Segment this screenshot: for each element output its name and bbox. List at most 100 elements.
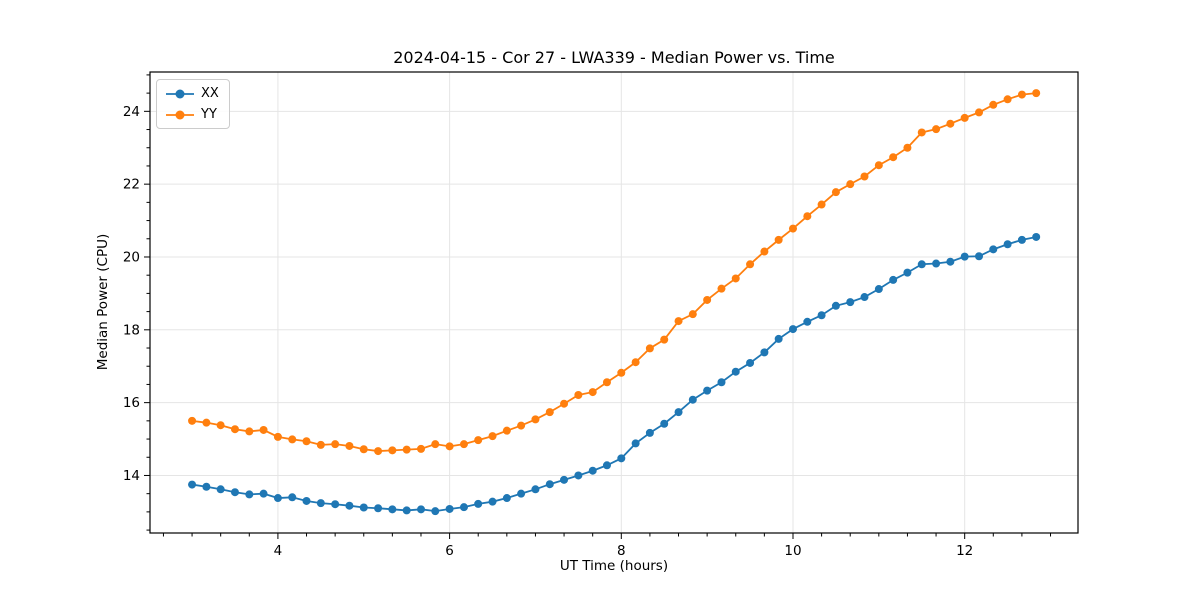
data-point-yy — [417, 444, 426, 453]
legend-sample-marker — [175, 89, 185, 98]
data-point-yy — [374, 447, 383, 456]
data-point-xx — [259, 489, 268, 498]
data-point-yy — [731, 274, 740, 283]
data-point-yy — [288, 435, 297, 444]
data-point-xx — [517, 489, 526, 498]
data-point-xx — [245, 490, 254, 499]
data-point-yy — [245, 427, 254, 436]
data-point-yy — [788, 224, 797, 233]
y-tick-label: 16 — [123, 395, 140, 411]
data-point-xx — [488, 497, 497, 506]
data-point-yy — [345, 441, 354, 450]
data-point-xx — [1032, 232, 1041, 241]
grid-lines — [150, 72, 1078, 533]
x-tick-label: 12 — [956, 543, 973, 559]
data-point-xx — [574, 471, 583, 480]
data-point-yy — [1003, 95, 1012, 104]
data-point-yy — [1017, 90, 1026, 99]
data-point-yy — [302, 437, 311, 446]
y-tick-label: 24 — [123, 104, 140, 120]
data-point-yy — [602, 378, 611, 387]
data-point-xx — [474, 499, 483, 508]
data-point-yy — [531, 415, 540, 424]
data-point-xx — [230, 488, 239, 497]
x-tick-label: 8 — [617, 543, 626, 559]
data-point-xx — [803, 317, 812, 326]
legend-label-xx: XX — [201, 86, 219, 101]
data-point-yy — [975, 108, 984, 117]
data-point-yy — [202, 418, 211, 427]
data-point-xx — [431, 507, 440, 516]
data-point-xx — [331, 500, 340, 509]
data-point-yy — [932, 125, 941, 134]
data-point-xx — [288, 493, 297, 502]
data-point-xx — [602, 461, 611, 470]
data-point-yy — [946, 119, 955, 128]
data-point-xx — [874, 285, 883, 294]
data-point-xx — [932, 259, 941, 268]
data-point-xx — [645, 428, 654, 437]
x-tick-label: 10 — [784, 543, 801, 559]
legend-sample-marker — [175, 110, 185, 119]
legend-entry-xx: XX — [165, 84, 219, 103]
data-point-xx — [216, 485, 225, 494]
data-point-yy — [989, 100, 998, 109]
data-point-yy — [188, 416, 197, 425]
data-point-xx — [703, 386, 712, 395]
data-point-yy — [574, 390, 583, 399]
data-point-xx — [345, 501, 354, 510]
y-tick-label: 22 — [123, 177, 140, 193]
y-tick-label: 14 — [123, 468, 140, 484]
data-point-xx — [545, 480, 554, 489]
legend: XX YY — [156, 79, 230, 129]
data-point-yy — [960, 113, 969, 122]
series-line-xx — [191, 236, 1037, 513]
y-tick-label: 20 — [123, 249, 140, 265]
data-point-xx — [588, 466, 597, 475]
data-point-yy — [746, 260, 755, 269]
data-point-xx — [316, 499, 325, 508]
data-point-yy — [316, 440, 325, 449]
data-point-yy — [474, 436, 483, 445]
data-point-yy — [273, 432, 282, 441]
data-point-yy — [846, 180, 855, 189]
y-tick-label: 18 — [123, 322, 140, 338]
data-point-xx — [889, 275, 898, 284]
data-point-xx — [459, 503, 468, 512]
data-point-yy — [331, 440, 340, 449]
data-point-xx — [631, 439, 640, 448]
data-point-xx — [1003, 240, 1012, 249]
data-point-xx — [975, 252, 984, 261]
data-point-xx — [917, 260, 926, 269]
series-markers-yy — [188, 89, 1041, 456]
data-point-yy — [560, 399, 569, 408]
data-point-yy — [588, 388, 597, 397]
data-point-xx — [417, 505, 426, 514]
axis-ticks — [144, 74, 1052, 539]
data-point-yy — [545, 408, 554, 417]
data-point-xx — [846, 298, 855, 307]
data-point-xx — [831, 301, 840, 310]
x-axis-label: UT Time (hours) — [559, 558, 669, 574]
data-point-xx — [402, 506, 411, 515]
data-point-xx — [760, 348, 769, 357]
data-point-yy — [660, 335, 669, 344]
legend-line-marker-icon — [166, 110, 194, 119]
data-point-yy — [388, 446, 397, 455]
data-point-yy — [431, 440, 440, 449]
data-point-xx — [660, 419, 669, 428]
data-point-yy — [703, 295, 712, 304]
data-point-xx — [774, 334, 783, 343]
data-point-xx — [860, 293, 869, 302]
data-point-yy — [359, 445, 368, 454]
data-point-yy — [488, 432, 497, 441]
x-tick-labels: 4 6 8 10 12 — [274, 543, 974, 559]
data-point-yy — [402, 445, 411, 454]
chart-title: 2024-04-15 - Cor 27 - LWA339 - Median Po… — [393, 48, 835, 67]
data-point-xx — [746, 358, 755, 367]
data-point-xx — [989, 245, 998, 254]
data-point-yy — [230, 425, 239, 434]
data-point-yy — [817, 200, 826, 209]
